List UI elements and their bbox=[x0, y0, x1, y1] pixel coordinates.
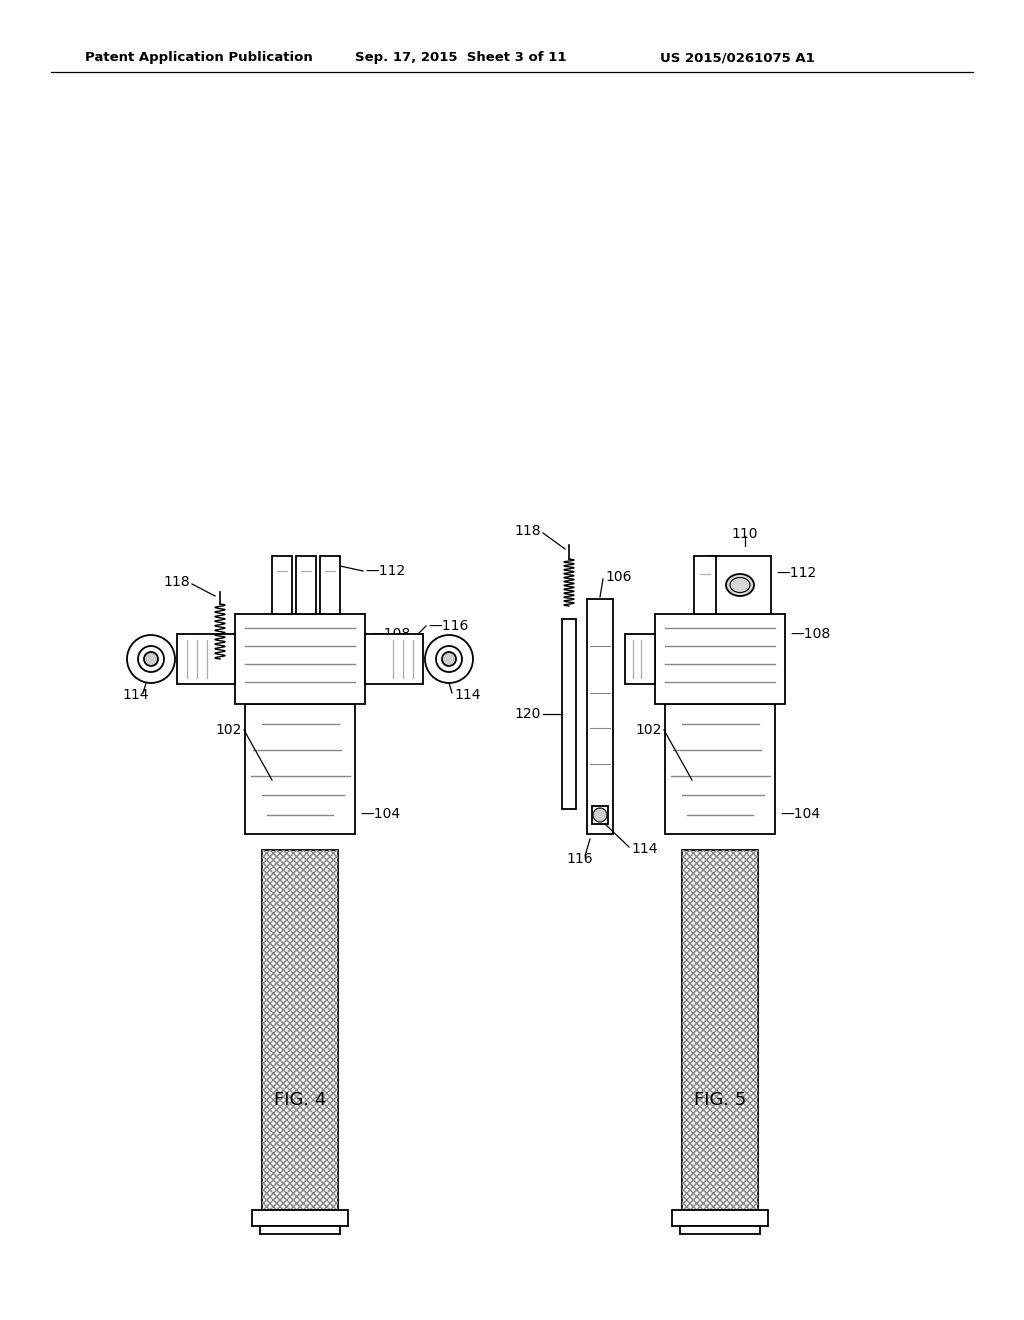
Bar bbox=[587, 599, 613, 834]
Bar bbox=[296, 556, 316, 614]
Bar bbox=[680, 1226, 760, 1234]
Circle shape bbox=[425, 635, 473, 682]
Text: —112: —112 bbox=[365, 564, 406, 578]
Text: —112: —112 bbox=[776, 566, 816, 579]
Bar bbox=[665, 704, 775, 834]
Bar bbox=[365, 634, 423, 684]
Bar bbox=[694, 556, 716, 614]
Text: 102: 102 bbox=[215, 723, 242, 737]
Bar bbox=[682, 850, 758, 1210]
Circle shape bbox=[127, 635, 175, 682]
Bar bbox=[592, 807, 608, 824]
Bar bbox=[252, 1210, 348, 1226]
Text: —104: —104 bbox=[780, 807, 820, 821]
Bar bbox=[682, 850, 758, 1210]
Text: 102: 102 bbox=[635, 723, 662, 737]
Bar bbox=[709, 556, 771, 614]
Text: Patent Application Publication: Patent Application Publication bbox=[85, 51, 312, 65]
Text: 114: 114 bbox=[454, 688, 480, 702]
Text: 118: 118 bbox=[164, 576, 190, 589]
Text: 120: 120 bbox=[515, 708, 541, 721]
Bar bbox=[262, 850, 338, 1210]
Text: 114: 114 bbox=[631, 842, 657, 855]
Circle shape bbox=[144, 652, 158, 667]
Text: —108: —108 bbox=[790, 627, 830, 642]
Text: Sep. 17, 2015  Sheet 3 of 11: Sep. 17, 2015 Sheet 3 of 11 bbox=[355, 51, 566, 65]
Ellipse shape bbox=[726, 574, 754, 597]
Bar bbox=[177, 634, 234, 684]
Text: —116: —116 bbox=[428, 619, 468, 634]
Text: 114: 114 bbox=[123, 688, 150, 702]
Ellipse shape bbox=[730, 578, 750, 593]
Circle shape bbox=[138, 645, 164, 672]
Circle shape bbox=[442, 652, 456, 667]
Text: 116: 116 bbox=[566, 851, 593, 866]
Text: FIG. 5: FIG. 5 bbox=[694, 1092, 746, 1109]
Bar bbox=[260, 1226, 340, 1234]
Bar bbox=[655, 614, 785, 704]
Bar bbox=[234, 614, 365, 704]
Bar bbox=[272, 556, 292, 614]
Bar bbox=[625, 634, 655, 684]
Text: —104: —104 bbox=[360, 807, 400, 821]
Bar bbox=[245, 704, 355, 834]
Text: US 2015/0261075 A1: US 2015/0261075 A1 bbox=[660, 51, 815, 65]
Text: 106: 106 bbox=[605, 570, 632, 583]
Text: 118: 118 bbox=[514, 524, 541, 539]
Bar bbox=[319, 556, 340, 614]
Text: —108: —108 bbox=[370, 627, 411, 642]
Text: 110: 110 bbox=[732, 527, 758, 541]
Bar bbox=[672, 1210, 768, 1226]
Bar bbox=[562, 619, 575, 809]
Bar bbox=[262, 850, 338, 1210]
Circle shape bbox=[593, 808, 607, 822]
Circle shape bbox=[436, 645, 462, 672]
Text: FIG. 4: FIG. 4 bbox=[273, 1092, 327, 1109]
